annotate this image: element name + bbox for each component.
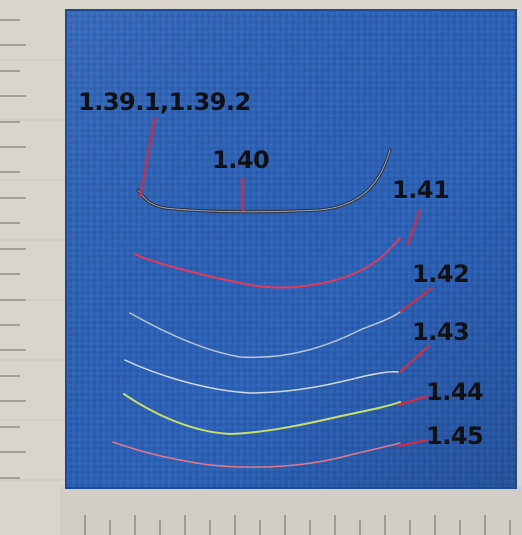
label-1-41: 1.41: [392, 176, 450, 204]
wire-144: [123, 393, 401, 436]
pointer-139: [139, 117, 156, 199]
wire-143: [124, 359, 399, 394]
pointer-141: [407, 209, 421, 246]
pointer-142: [399, 287, 433, 313]
label-1-45: 1.45: [426, 422, 484, 450]
wire-142: [129, 311, 401, 359]
wire-145: [112, 441, 401, 468]
label-1-39: 1.39.1,1.39.2: [78, 88, 251, 116]
pointer-lines: [139, 117, 433, 447]
label-1-43: 1.43: [412, 318, 470, 346]
pointer-144: [397, 395, 429, 406]
wire-141: [134, 237, 401, 289]
bottom-ruler: [60, 486, 522, 535]
wire-specimens: [112, 148, 401, 468]
label-1-42: 1.42: [412, 260, 470, 288]
bottom-ruler-ticks: [84, 515, 511, 535]
label-1-40: 1.40: [212, 146, 270, 174]
pointer-143: [399, 344, 431, 373]
wire-140-highlight: [137, 149, 391, 213]
board-shading: [66, 10, 516, 488]
label-1-44: 1.44: [426, 378, 484, 406]
pointer-145: [397, 439, 429, 447]
left-ruler: [0, 19, 26, 479]
board-edge: [65, 9, 517, 489]
